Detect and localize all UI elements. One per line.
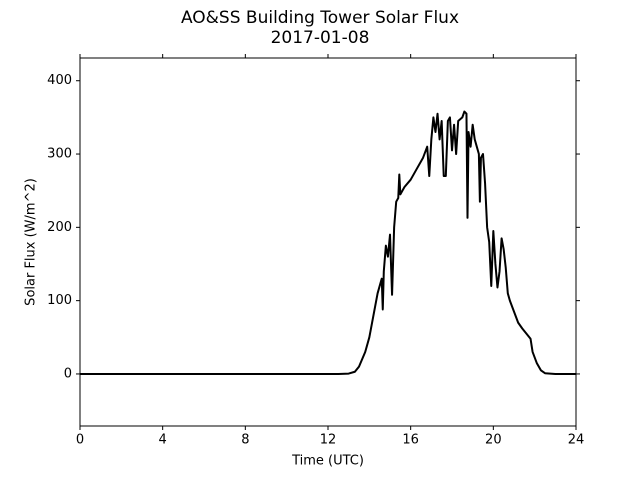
y-tick-label: 300 — [47, 147, 72, 162]
x-tick-label: 16 — [402, 433, 419, 448]
plot-frame — [79, 57, 577, 427]
y-axis-label: Solar Flux (W/m^2) — [24, 178, 39, 306]
x-axis-label: Time (UTC) — [291, 454, 364, 469]
y-tick-label: 0 — [64, 366, 72, 381]
y-tick-label: 200 — [47, 220, 72, 235]
x-tick-label: 4 — [159, 433, 167, 448]
data-line — [80, 110, 576, 375]
x-tick-label: 8 — [241, 433, 249, 448]
y-tick-label: 400 — [47, 73, 72, 88]
y-tick-label: 100 — [47, 293, 72, 308]
x-tick-label: 12 — [320, 433, 337, 448]
chart-title: AO&SS Building Tower Solar Flux — [181, 8, 459, 28]
chart-subtitle: 2017-01-08 — [271, 28, 370, 48]
x-tick-label: 20 — [485, 433, 502, 448]
x-tick-label: 0 — [76, 433, 84, 448]
x-tick-label: 24 — [568, 433, 585, 448]
